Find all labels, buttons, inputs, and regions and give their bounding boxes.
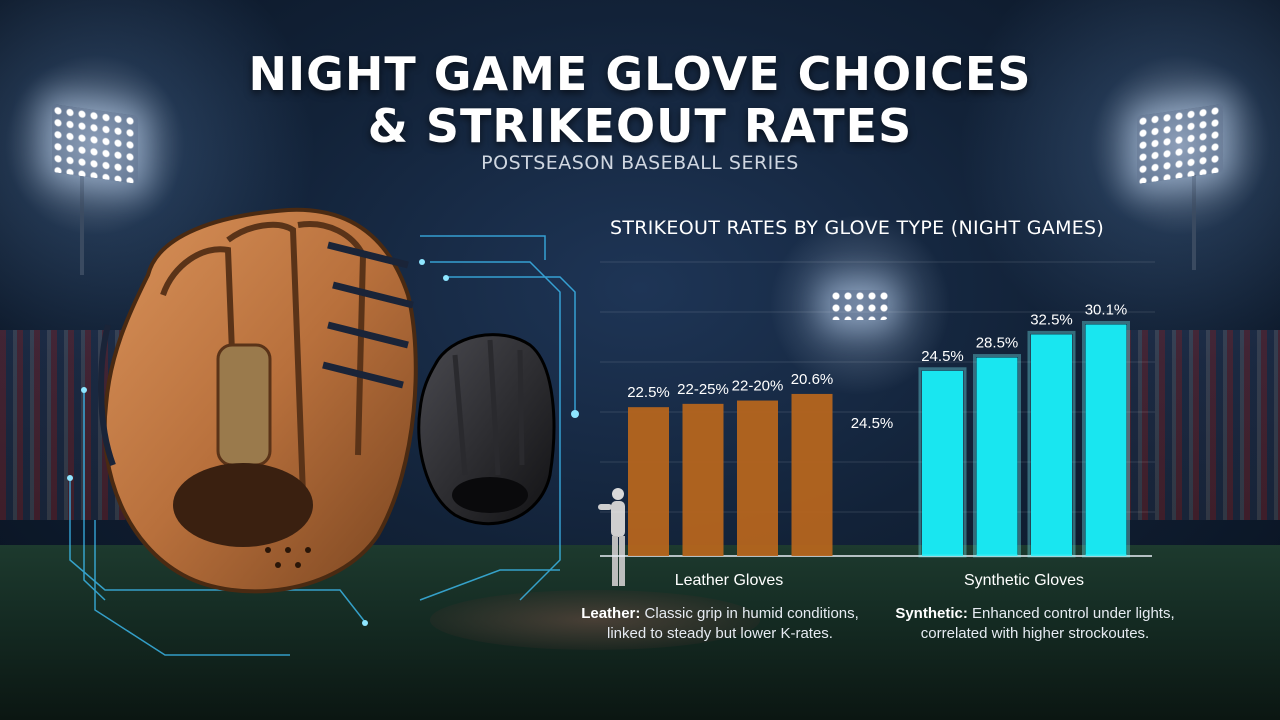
black-glove-image (417, 333, 556, 526)
page-title: NIGHT GAME GLOVE CHOICES & STRIKEOUT RAT… (0, 48, 1280, 152)
leather-glove-image (98, 207, 418, 594)
synthetic-note: Synthetic: Enhanced control under lights… (880, 604, 1190, 644)
leather-note-text-2: linked to steady but lower K-rates. (607, 625, 833, 642)
synthetic-bar-3 (1031, 334, 1072, 556)
synthetic-bar-glow-4 (1082, 320, 1130, 558)
leather-note-text-1: Classic grip in humid conditions, (640, 605, 859, 622)
title-line-1: NIGHT GAME GLOVE CHOICES (248, 47, 1032, 101)
title-line-2: & STRIKEOUT RATES (367, 99, 913, 153)
pitchers-mound (430, 590, 760, 650)
leather-value-label-2: 22-25% (677, 381, 729, 398)
page-subtitle: POSTSEASON BASEBALL SERIES (481, 152, 799, 174)
synthetic-note-bold: Synthetic: (895, 605, 968, 622)
stadium-light-icon (830, 290, 888, 320)
synthetic-bar-2 (976, 357, 1018, 556)
pitcher-figure (598, 488, 625, 586)
synthetic-note-text-1: Enhanced control under lights, (967, 605, 1175, 622)
synthetic-group-label: Synthetic Gloves (964, 572, 1084, 589)
synthetic-bar-glow-1 (918, 367, 967, 558)
leather-bar-2 (682, 403, 724, 556)
leather-value-label-4: 20.6% (791, 371, 834, 388)
synthetic-bar-1 (922, 370, 963, 556)
chart-annotation-1: 24.5% (851, 415, 894, 432)
light-tower-left (80, 175, 84, 275)
leather-note-bold: Leather: (581, 605, 641, 622)
synthetic-note-text-2: correlated with higher strockoutes. (920, 625, 1150, 642)
light-tower-right (1192, 175, 1196, 270)
synthetic-value-label-2: 28.5% (976, 335, 1019, 352)
leather-bar-4 (791, 393, 833, 556)
synthetic-bar-4 (1085, 324, 1127, 556)
leather-bar-3 (737, 400, 778, 556)
crowd-right (1125, 330, 1280, 520)
leather-note: Leather: Classic grip in humid condition… (570, 604, 870, 644)
leather-group-label: Leather Gloves (675, 572, 784, 589)
leather-bar-1 (628, 407, 669, 556)
chart-title: STRIKEOUT RATES BY GLOVE TYPE (NIGHT GAM… (610, 217, 1105, 239)
leather-value-label-3: 22-20% (732, 378, 784, 395)
synthetic-bar-glow-2 (973, 354, 1021, 558)
leather-value-label-1: 22.5% (627, 384, 670, 401)
synthetic-value-label-1: 24.5% (921, 348, 964, 365)
synthetic-bar-glow-3 (1027, 330, 1076, 558)
synthetic-value-label-4: 30.1% (1085, 301, 1128, 318)
synthetic-value-label-3: 32.5% (1030, 311, 1073, 328)
